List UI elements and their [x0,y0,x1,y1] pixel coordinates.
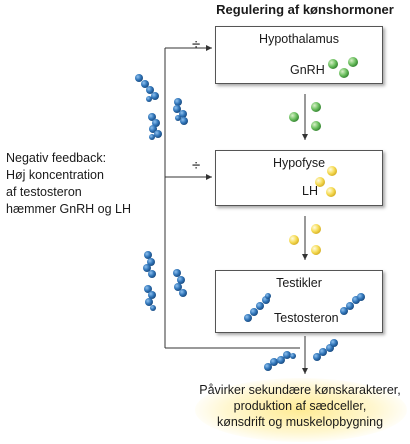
effects-glow [195,378,407,442]
testosterone-molecule [143,251,156,278]
feedback-line-3: af testosteron [6,185,82,199]
hypothalamus-label: Hypothalamus [259,32,339,46]
testosterone-molecule [313,339,338,361]
gnrh-label: GnRH [290,63,325,77]
testosterone-molecule [244,293,271,322]
feedback-line-4: hæmmer GnRH og LH [6,202,132,216]
testosterone-molecule [264,351,296,371]
lh-sphere [315,177,325,187]
effects-text: Påvirker sekundære kønskarakterer, produ… [190,382,410,430]
testosterone-molecule [135,74,159,102]
testikler-label: Testikler [276,276,322,290]
lh-sphere [311,224,321,234]
negative-feedback-text: Negativ feedback: Høj koncentration af t… [6,150,131,218]
testosterone-molecule [173,269,187,297]
effects-line-2: produktion af sædceller, [233,399,367,413]
gnrh-sphere [311,121,321,131]
gnrh-sphere [289,112,299,122]
hypofyse-label: Hypofyse [272,156,326,170]
inhibition-sign-hypothalamus: ÷ [192,36,201,53]
gnrh-sphere [328,59,338,69]
hypofyse-box: Hypofyse LH [215,150,383,206]
feedback-line-2: Høj koncentration [6,168,104,182]
testosteron-label: Testosteron [274,311,339,325]
inhibition-sign-hypofyse: ÷ [192,157,201,174]
testosterone-molecule [173,98,188,125]
gnrh-sphere [311,102,321,112]
effects-line-1: Påvirker sekundære kønskarakterer, [199,383,401,397]
effects-line-3: kønsdrift og muskelopbygning [216,415,384,429]
testosterone-molecule [340,293,365,315]
testosterone-molecule [148,113,162,140]
lh-sphere [327,166,337,176]
hypothalamus-box: Hypothalamus GnRH [215,26,383,84]
gnrh-sphere [339,68,349,78]
gnrh-sphere [348,57,358,67]
feedback-line-1: Negativ feedback: [6,151,107,165]
testosterone-molecule [144,285,156,311]
diagram-title: Regulering af kønshormoner [216,2,394,17]
lh-sphere [326,187,336,197]
lh-sphere [289,235,299,245]
lh-sphere [311,245,321,255]
lh-label: LH [302,184,318,198]
